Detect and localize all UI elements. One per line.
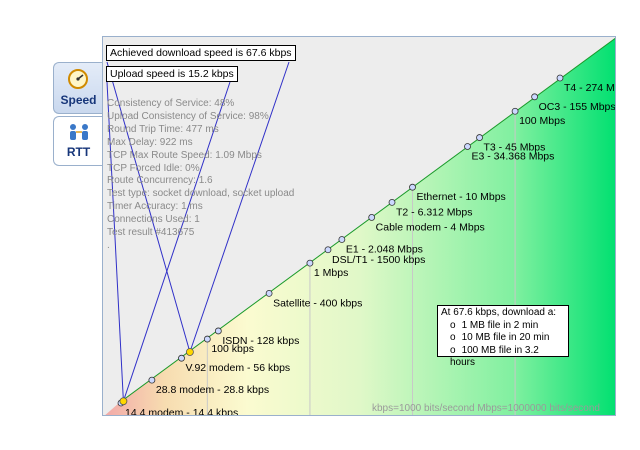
download-estimate-box: At 67.6 kbps, download a: 1 MB file in 2…	[437, 305, 569, 368]
speed-marker	[148, 376, 156, 384]
tab-rtt-label: RTT	[66, 145, 91, 159]
stat-line: Connections Used: 1	[107, 214, 200, 226]
measured-speed-marker	[185, 348, 194, 356]
tab-rtt[interactable]: RTT	[53, 116, 103, 166]
speed-marker-label: Ethernet - 10 Mbps	[417, 191, 506, 203]
download-estimate-item: 10 MB file in 20 min	[450, 332, 565, 345]
speed-marker	[409, 183, 416, 191]
stat-line: Consistency of Service: 48%	[107, 98, 235, 109]
speed-marker-label: E3 - 34.368 Mbps	[472, 150, 555, 162]
stat-line: Round Trip Time: 477 ms	[107, 123, 219, 135]
stat-line: Test result #413675	[107, 227, 195, 238]
stat-line: TCP Forced Idle: 0%	[107, 162, 200, 174]
speed-marker	[306, 259, 314, 267]
stat-line: Upload Consistency of Service: 98%	[107, 110, 269, 122]
speed-marker-label: 28.8 modem - 28.8 kbps	[156, 384, 269, 396]
download-estimate-title: At 67.6 kbps, download a:	[441, 307, 557, 318]
tab-speed[interactable]: Speed	[53, 62, 103, 114]
speed-marker-label: 1 Mbps	[314, 267, 348, 279]
unit-footnote: kbps=1000 bits/second Mbps=1000000 bits/…	[372, 403, 600, 414]
stat-line: Timer Accuracy: 1 ms	[107, 201, 203, 213]
speed-marker	[338, 236, 346, 243]
speed-marker-label: 100 kbps	[211, 343, 254, 355]
download-estimate-item: 1 MB file in 2 min	[450, 320, 565, 333]
speed-marker-label: T2 - 6.312 Mbps	[396, 206, 472, 218]
speed-marker	[511, 107, 519, 115]
speed-marker-label: Cable modem - 4 Mbps	[376, 221, 485, 233]
stat-line: Test type: socket download, socket uploa…	[107, 188, 295, 200]
speed-marker	[178, 354, 185, 362]
speed-marker	[388, 198, 396, 206]
result-pointers	[106, 61, 290, 406]
stat-line: Route Concurrency: 1.6	[107, 175, 213, 187]
speed-marker	[531, 93, 539, 101]
speed-markers: 14.4 modem - 14.4 kbps 28.8 modem - 28.8 …	[117, 74, 616, 416]
tab-speed-label: Speed	[60, 93, 97, 107]
speed-marker-label: DSL/T1 - 1500 kbps	[332, 254, 425, 266]
measured-speed-marker	[119, 397, 128, 406]
speedometer-icon	[68, 69, 88, 89]
speed-marker-label: Satellite - 400 kbps	[273, 297, 362, 309]
speed-marker	[203, 335, 211, 343]
speed-marker-label: 14.4 modem - 14.4 kbps	[125, 407, 238, 416]
speed-marker-label: E1 - 2.048 Mbps	[346, 243, 423, 255]
speed-marker	[214, 327, 222, 335]
download-result-label: Achieved download speed is 67.6 kbps	[106, 45, 296, 61]
speed-marker-label: ISDN - 128 kbps	[222, 335, 299, 347]
download-estimate-item: 100 MB file in 3.2 hours	[450, 345, 565, 370]
stat-line: .	[107, 239, 110, 251]
speed-marker	[464, 143, 471, 150]
stat-line: Max Delay: 922 ms	[107, 136, 193, 148]
speed-marker-label: 100 Mbps	[519, 115, 565, 127]
speed-marker-label: T3 - 45 Mbps	[484, 142, 546, 154]
stat-line: TCP Max Route Speed: 1.09 Mbps	[107, 149, 262, 161]
speed-marker-label: T4 - 274 Mbps	[564, 82, 616, 94]
speed-marker-label: V.92 modem - 56 kbps	[186, 362, 291, 374]
speed-marker	[368, 214, 376, 221]
speed-marker	[265, 289, 273, 297]
speed-marker	[324, 246, 332, 254]
speed-marker-label: OC3 - 155 Mbps	[539, 101, 616, 113]
network-people-icon	[70, 124, 88, 140]
speed-marker	[556, 74, 564, 82]
speed-marker	[476, 134, 483, 141]
upload-result-label: Upload speed is 15.2 kbps	[106, 66, 238, 82]
